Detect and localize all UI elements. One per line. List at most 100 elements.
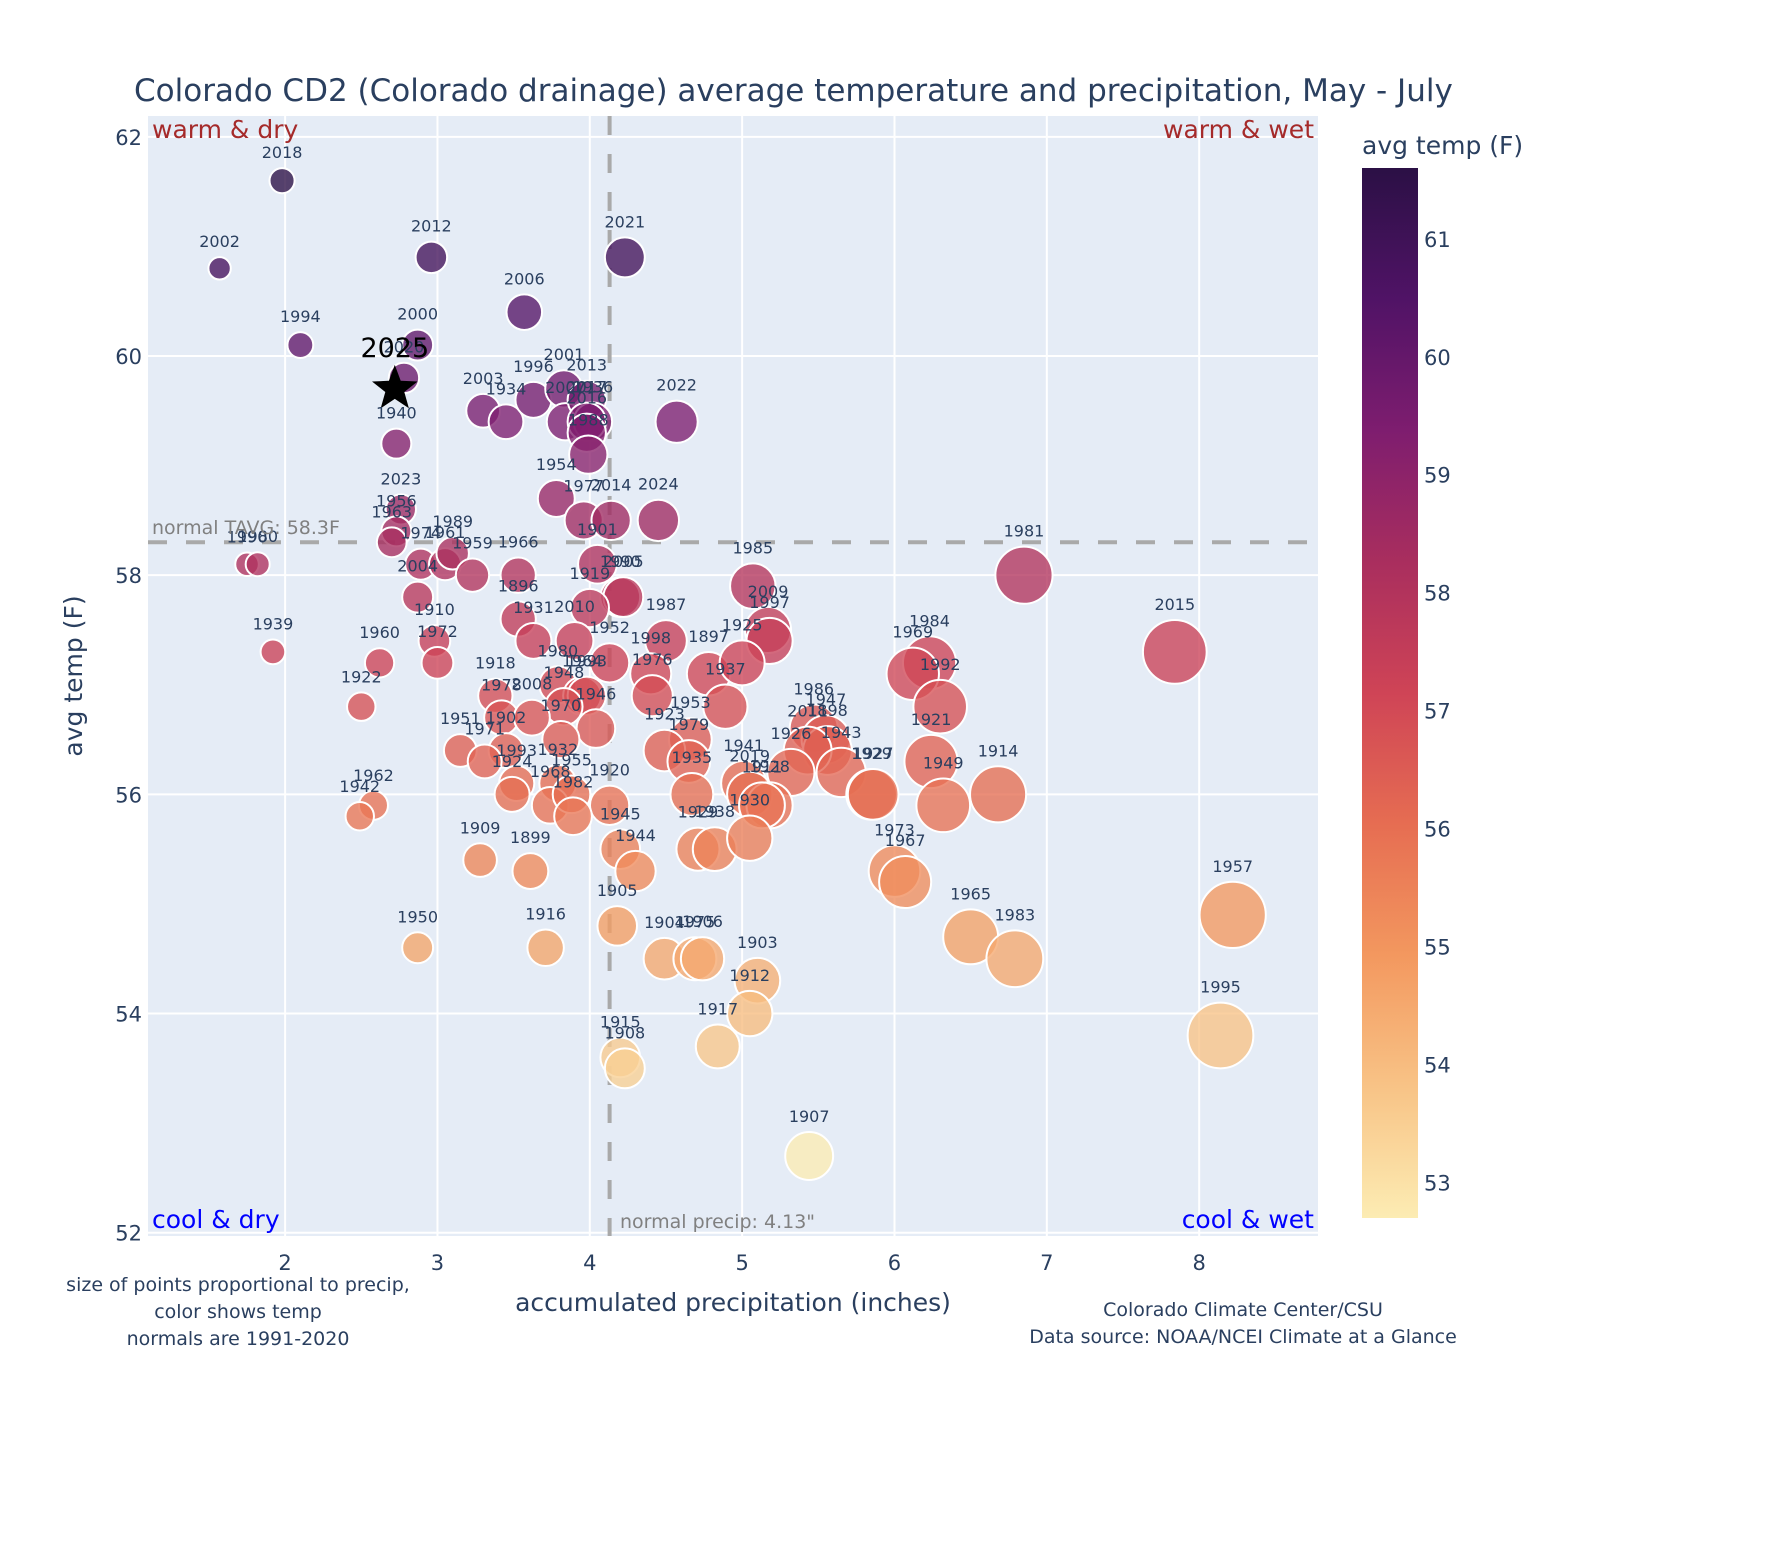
point-label: 1950 [397, 907, 438, 926]
colorbar-tick-label: 56 [1424, 818, 1451, 842]
point-label: 1969 [892, 623, 933, 642]
point-label: 1946 [576, 684, 617, 703]
colorbar-tick-label: 60 [1424, 346, 1451, 370]
point-label: 1944 [615, 826, 656, 845]
point-label: 1973 [874, 820, 915, 839]
point-label: 1962 [353, 766, 394, 785]
point-label: 1920 [589, 761, 630, 780]
point-label: 1929 [851, 744, 892, 763]
point-label: 1914 [978, 741, 1019, 760]
data-point [1186, 1001, 1255, 1070]
point-label: 1952 [589, 618, 630, 637]
point-label: 1943 [821, 723, 862, 742]
note-color-temp: color shows temp [154, 1301, 322, 1323]
point-label: 1953 [670, 693, 711, 712]
point-label: 1963 [371, 502, 412, 521]
colorbar-tick-label: 58 [1424, 582, 1451, 606]
point-label: 1917 [697, 999, 738, 1018]
point-label: 1926 [771, 724, 812, 743]
colorbar [1362, 168, 1418, 1218]
point-label: 1934 [486, 379, 527, 398]
data-point [994, 545, 1054, 605]
point-label: 1924 [492, 752, 533, 771]
point-label: 1994 [280, 307, 321, 326]
y-tick-label: 58 [115, 564, 142, 588]
x-tick-label: 6 [888, 1251, 901, 1275]
data-point [363, 647, 396, 679]
reference-lines [148, 116, 1318, 1236]
point-label: 1910 [414, 600, 455, 619]
point-label: 1983 [994, 905, 1035, 924]
data-point [694, 1023, 741, 1070]
data-point [784, 1131, 835, 1181]
data-point [630, 674, 674, 718]
point-label: 1984 [909, 611, 950, 630]
point-label: 1909 [460, 818, 501, 837]
point-label: 1954 [536, 455, 577, 474]
data-point [420, 645, 455, 680]
colorbar-tick-label: 53 [1424, 1172, 1451, 1196]
point-label: 1995 [1200, 978, 1241, 997]
point-label: 1990 [600, 552, 641, 571]
x-tick-label: 8 [1192, 1251, 1205, 1275]
point-label: 1942 [339, 777, 380, 796]
point-label: 2015 [1154, 595, 1195, 614]
data-point [541, 719, 581, 760]
point-label: 2002 [199, 232, 240, 251]
point-label: 2018 [262, 143, 303, 162]
data-point [435, 536, 470, 571]
point-label: 2014 [591, 476, 632, 495]
point-label: 1915 [600, 1013, 641, 1032]
point-label: 1919 [569, 564, 610, 583]
point-label: 1988 [568, 410, 609, 429]
point-label: 1959 [452, 534, 493, 553]
data-point [577, 543, 618, 585]
data-points [207, 167, 1267, 1181]
point-label: 1971 [464, 720, 505, 739]
point-label: 1935 [672, 748, 713, 767]
point-label: 2016 [566, 389, 607, 408]
point-label: 1939 [253, 615, 294, 634]
point-label: 1970 [540, 696, 581, 715]
data-point [526, 928, 565, 968]
data-point [244, 551, 271, 578]
x-axis-title: accumulated precipitation (inches) [515, 1288, 951, 1317]
point-label: 1993 [496, 741, 537, 760]
highlight-star-marker [372, 364, 418, 409]
colorbar-ticks: 53 54 55 56 57 58 59 60 61 [1424, 228, 1451, 1196]
point-label: 1982 [553, 772, 594, 791]
data-point [259, 638, 287, 666]
point-label: 2012 [411, 217, 452, 236]
point-label: 2017 [566, 378, 607, 397]
data-point [487, 403, 525, 441]
data-point [729, 562, 777, 610]
colorbar-tick-label: 59 [1424, 464, 1451, 488]
credit-source: Colorado Climate Center/CSU [1103, 1299, 1383, 1321]
point-label: 1928 [749, 757, 790, 776]
point-label: 1977 [563, 476, 604, 495]
x-tick-label: 7 [1040, 1251, 1053, 1275]
quadrant-label-cool-dry: cool & dry [152, 1205, 280, 1234]
point-label: 1896 [498, 576, 539, 595]
data-point [207, 256, 232, 281]
point-label: 1997 [749, 593, 790, 612]
data-point [588, 642, 631, 684]
point-label: 1908 [604, 1023, 645, 1042]
data-point [726, 989, 774, 1038]
point-label: 1993 [566, 652, 607, 671]
point-label: 1912 [729, 966, 770, 985]
point-label: 1922 [341, 667, 382, 686]
point-label: 1930 [729, 791, 770, 810]
point-label: 1936 [572, 377, 613, 396]
point-label: 1941 [723, 736, 764, 755]
point-label: 1985 [732, 538, 773, 557]
data-point [401, 328, 435, 362]
data-point [462, 842, 498, 878]
data-point [414, 240, 449, 275]
point-label: 1966 [498, 533, 539, 552]
point-label: 1961 [425, 523, 466, 542]
chart-title: Colorado CD2 (Colorado drainage) average… [134, 73, 1453, 109]
point-label: 1899 [510, 828, 551, 847]
data-point [702, 683, 749, 730]
data-point [1198, 880, 1267, 950]
